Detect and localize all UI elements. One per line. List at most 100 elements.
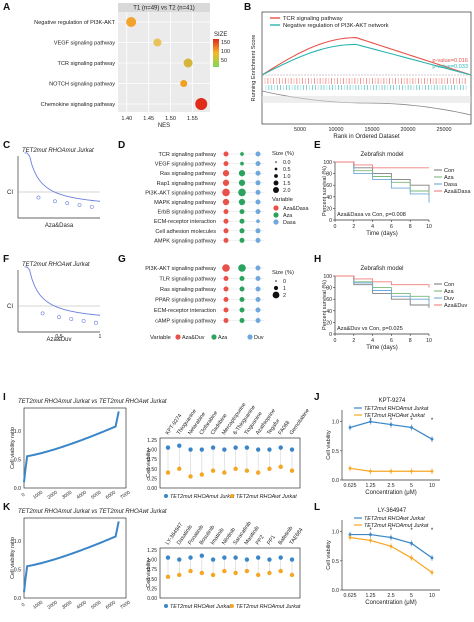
dumbbell-dot <box>177 572 182 578</box>
y-tick-label: 0.00 <box>147 596 157 602</box>
dumbbell-dot <box>278 464 283 470</box>
dumbbell-dot <box>267 447 272 452</box>
bubble <box>255 189 261 195</box>
x-tick-label: 1000 <box>32 489 44 500</box>
x-tick-label: 8 <box>409 338 412 344</box>
dose-point <box>369 533 372 536</box>
significance-mark: * <box>369 418 372 424</box>
dose-point <box>389 423 393 426</box>
bubble <box>255 307 261 313</box>
legend-label: TET2mut RHOAmut Jurkat <box>364 406 429 412</box>
y-tick-label: 40 <box>326 309 332 315</box>
category-label: Ras signaling pathway <box>160 171 216 177</box>
dumbbell-dot <box>278 568 283 574</box>
x-tick-label: 1.55 <box>187 116 198 122</box>
y-tick-label: 1.0 <box>14 539 21 545</box>
data-point <box>77 203 82 207</box>
bubble <box>222 198 230 206</box>
bubble <box>255 170 261 176</box>
y-tick-label: 0.0 <box>14 596 21 602</box>
legend-label: TET2mut RHOAwt Jurkat <box>364 516 425 522</box>
legend-swatch <box>273 212 279 218</box>
legend-label: Dasa <box>444 182 458 188</box>
bubble <box>239 297 245 302</box>
y-tick-label: 1.25 <box>147 438 157 444</box>
legend-title: SIZE <box>214 32 227 38</box>
y-axis-label: Percent survival (%) <box>322 280 328 330</box>
dumbbell-dot <box>289 572 295 578</box>
bubble <box>255 265 261 271</box>
bubble <box>240 152 244 156</box>
bubble <box>239 276 245 281</box>
bubble <box>255 297 261 302</box>
x-axis-label: Aza&Dasa <box>45 223 74 229</box>
bubble <box>255 161 261 167</box>
bubble <box>255 286 261 292</box>
panel-title: Zebrafish model <box>360 152 403 158</box>
bubble <box>238 188 246 197</box>
stat-annotation: Aza&Duv vs Con, p=0.025 <box>337 326 403 332</box>
x-axis-label: Time (days) <box>366 231 397 237</box>
bubble <box>223 286 229 292</box>
legend-label: Duv <box>444 296 454 302</box>
bubble <box>238 198 246 206</box>
x-tick-label: 1 <box>99 334 102 340</box>
x-tick-label: 0.625 <box>344 483 357 489</box>
dumbbell-dot <box>199 570 205 576</box>
category-label: VEGF signaling pathway <box>54 41 115 47</box>
stat-annotation: Aza&Dasa vs Con, p=0.008 <box>337 212 406 218</box>
legend-tick: 0 <box>283 279 286 285</box>
bubble <box>255 209 261 215</box>
y-tick-label: 60 <box>326 297 332 303</box>
x-tick-label: 0 <box>334 338 337 344</box>
y-tick-label: 0.5 <box>14 457 21 463</box>
dumbbell-dot <box>199 553 205 558</box>
dumbbell-dot <box>165 574 171 580</box>
y-tick-label: 80 <box>326 286 332 292</box>
x-tick-label: 1.50 <box>165 116 176 122</box>
legend-label: TET2mut RHOAwt Jurkat <box>170 604 231 610</box>
y-axis-label: Running Enrichment Score <box>251 35 257 102</box>
legend-label: TCR signaling pathway <box>283 16 343 22</box>
x-tick-label: 6 <box>390 338 393 344</box>
legend-title: Size (%) <box>272 151 294 157</box>
dose-point <box>369 420 372 424</box>
dumbbell-dot <box>244 445 250 450</box>
strip-header <box>118 3 210 12</box>
x-tick-label: 0 <box>334 224 337 230</box>
dumbbell-dot <box>165 445 171 450</box>
legend-tick: 1.0 <box>283 174 291 180</box>
dose-point <box>410 426 413 429</box>
bubble <box>223 276 229 281</box>
drug-label: PP1 <box>266 534 277 546</box>
x-tick-label: 5 <box>410 593 413 599</box>
x-tick-label: 3000 <box>61 599 73 610</box>
dose-point <box>369 469 372 473</box>
dumbbell-dot <box>199 472 205 477</box>
bubble <box>238 179 246 186</box>
dumbbell-dot <box>165 555 171 560</box>
legend-tick: 100 <box>221 49 230 55</box>
x-tick-label: 0.5 <box>55 334 62 340</box>
significance-mark: * <box>390 528 393 534</box>
legend-label: Aza&Duv <box>444 303 468 309</box>
legend-swatch <box>164 604 168 608</box>
dumbbell-dot <box>188 474 193 479</box>
y-tick-label: 1.00 <box>147 558 157 564</box>
dumbbell-dot <box>188 555 193 560</box>
x-tick-label: 7000 <box>119 599 131 610</box>
dose-point <box>369 539 372 542</box>
metric-band <box>262 96 471 103</box>
dose-point <box>410 469 413 473</box>
category-label: MAPK signaling pathway <box>154 200 216 206</box>
dumbbell-dot <box>210 557 216 562</box>
legend-label: Aza <box>444 289 455 295</box>
x-tick-label: 4 <box>371 338 374 344</box>
enrichment-dot <box>126 17 137 27</box>
dumbbell-dot <box>289 447 295 452</box>
legend-label: Aza <box>283 213 292 219</box>
category-label: VEGF signaling pathway <box>155 162 216 168</box>
panel-title: LY-364947 <box>378 508 407 514</box>
x-axis-label: Concentration (μM) <box>365 600 416 606</box>
x-tick-label: 10 <box>429 593 435 599</box>
